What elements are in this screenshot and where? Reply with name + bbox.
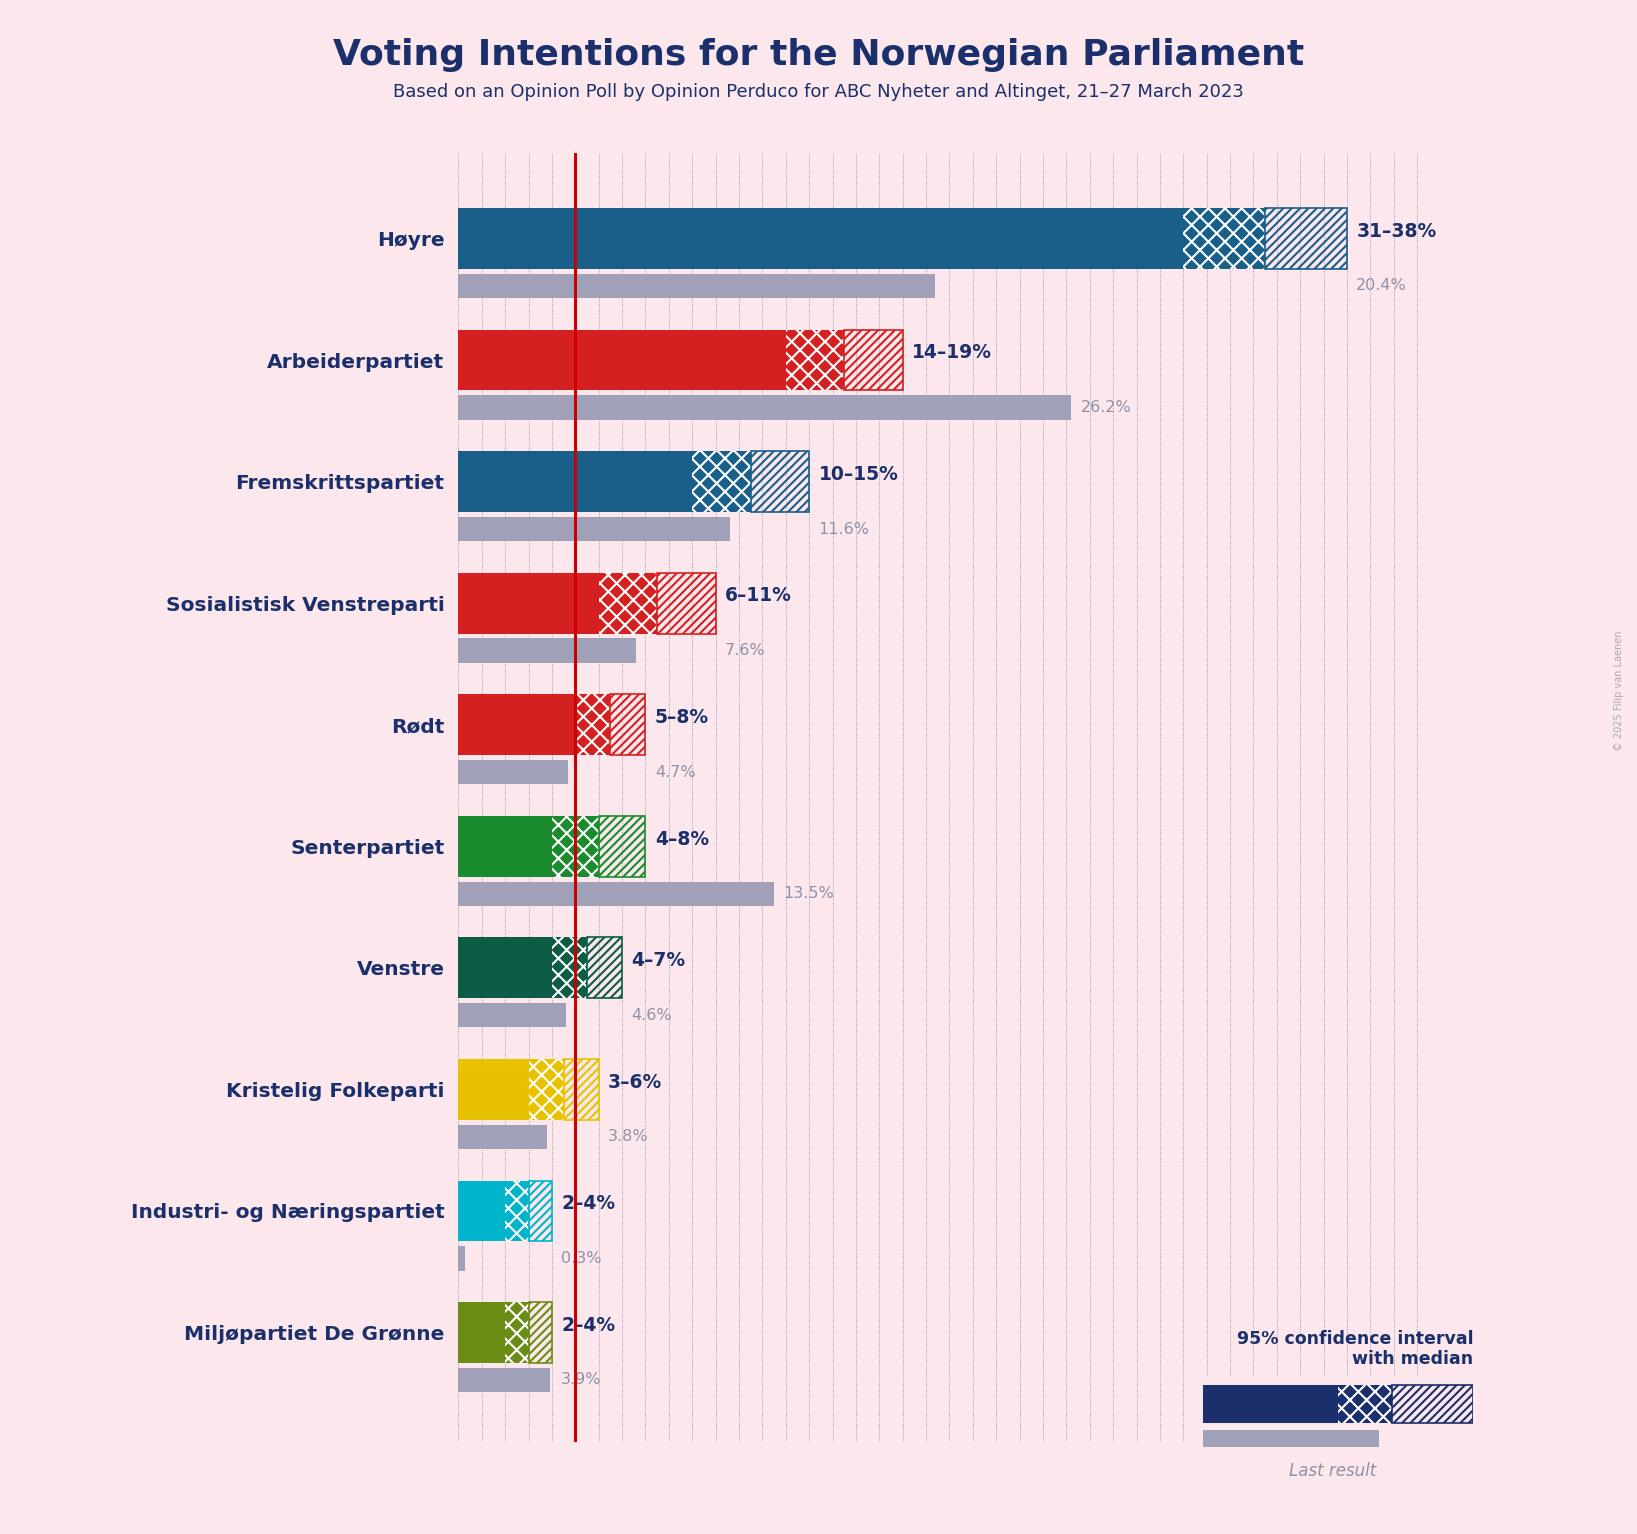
Bar: [692, 451, 751, 512]
Bar: [458, 882, 774, 907]
Bar: [506, 1302, 529, 1362]
Text: 4.7%: 4.7%: [655, 764, 696, 779]
Text: Voting Intentions for the Norwegian Parliament: Voting Intentions for the Norwegian Parl…: [332, 38, 1305, 72]
Bar: [656, 572, 715, 634]
Bar: [1265, 209, 1347, 268]
Bar: [552, 937, 588, 999]
Text: 20.4%: 20.4%: [1357, 278, 1408, 293]
Bar: [552, 816, 599, 877]
Text: 10–15%: 10–15%: [818, 465, 899, 483]
Bar: [506, 1181, 529, 1241]
Bar: [563, 1058, 599, 1120]
Text: 13.5%: 13.5%: [784, 887, 835, 900]
Text: 2–4%: 2–4%: [561, 1316, 616, 1335]
Bar: [458, 1124, 547, 1149]
Bar: [458, 1181, 506, 1241]
Bar: [458, 273, 935, 298]
Text: © 2025 Filip van Laenen: © 2025 Filip van Laenen: [1614, 630, 1624, 750]
Bar: [599, 572, 656, 634]
Bar: [458, 517, 730, 542]
Text: 0.3%: 0.3%: [561, 1250, 602, 1266]
Text: 14–19%: 14–19%: [912, 344, 992, 362]
Bar: [529, 1181, 552, 1241]
Text: 4–8%: 4–8%: [655, 830, 709, 848]
Bar: [786, 330, 845, 391]
Bar: [506, 1302, 529, 1362]
Bar: [552, 816, 599, 877]
Bar: [1184, 209, 1265, 268]
Bar: [1184, 209, 1265, 268]
Text: 7.6%: 7.6%: [725, 643, 766, 658]
Bar: [1203, 1431, 1378, 1447]
Bar: [845, 330, 902, 391]
Bar: [458, 816, 552, 877]
Text: 4.6%: 4.6%: [632, 1008, 673, 1023]
Bar: [458, 1003, 566, 1028]
Bar: [458, 451, 692, 512]
Bar: [1391, 1385, 1473, 1424]
Bar: [458, 330, 786, 391]
Text: 95% confidence interval
with median: 95% confidence interval with median: [1236, 1330, 1473, 1368]
Text: 31–38%: 31–38%: [1357, 222, 1437, 241]
Bar: [1339, 1385, 1391, 1424]
Bar: [575, 695, 611, 755]
Bar: [458, 759, 568, 784]
Bar: [458, 396, 1071, 420]
Bar: [458, 638, 637, 663]
Bar: [786, 330, 845, 391]
Text: Last result: Last result: [1290, 1462, 1377, 1480]
Text: 3.9%: 3.9%: [561, 1373, 602, 1387]
Bar: [458, 572, 599, 634]
Bar: [1339, 1385, 1391, 1424]
Text: 2–4%: 2–4%: [561, 1193, 616, 1213]
Bar: [529, 1058, 563, 1120]
Bar: [458, 1302, 506, 1362]
Text: 3–6%: 3–6%: [607, 1072, 663, 1092]
Bar: [506, 1181, 529, 1241]
Text: 4–7%: 4–7%: [632, 951, 686, 969]
Text: 3.8%: 3.8%: [607, 1129, 648, 1144]
Text: Based on an Opinion Poll by Opinion Perduco for ABC Nyheter and Altinget, 21–27 : Based on an Opinion Poll by Opinion Perd…: [393, 83, 1244, 101]
Bar: [458, 695, 575, 755]
Bar: [458, 1246, 465, 1270]
Bar: [611, 695, 645, 755]
Bar: [751, 451, 809, 512]
Text: 6–11%: 6–11%: [725, 586, 792, 606]
Bar: [529, 1058, 563, 1120]
Bar: [599, 816, 645, 877]
Bar: [552, 937, 588, 999]
Bar: [692, 451, 751, 512]
Bar: [575, 695, 611, 755]
Bar: [599, 572, 656, 634]
Bar: [458, 937, 552, 999]
Bar: [458, 1058, 529, 1120]
Text: 11.6%: 11.6%: [818, 522, 869, 537]
Text: 5–8%: 5–8%: [655, 709, 709, 727]
Bar: [458, 209, 1184, 268]
Bar: [588, 937, 622, 999]
Text: 26.2%: 26.2%: [1080, 400, 1131, 416]
Bar: [458, 1368, 550, 1393]
Bar: [1203, 1385, 1339, 1424]
Bar: [529, 1302, 552, 1362]
